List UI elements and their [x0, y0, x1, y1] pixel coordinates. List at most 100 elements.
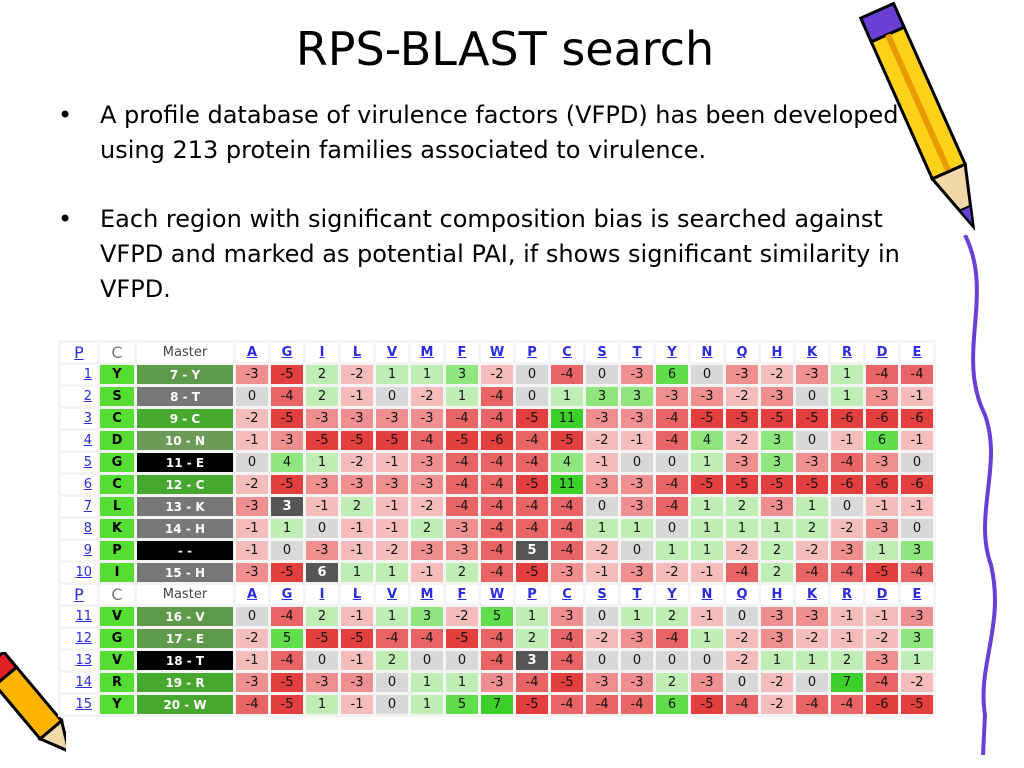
amino-acid-header-link[interactable]: Y — [656, 343, 688, 362]
score-cell: -4 — [901, 563, 933, 582]
amino-acid-header-link[interactable]: V — [376, 343, 408, 362]
score-cell: 0 — [586, 607, 618, 626]
amino-acid-header-link[interactable]: C — [551, 585, 583, 604]
position-link[interactable]: 7 — [61, 497, 97, 516]
amino-acid-header-link[interactable]: S — [586, 585, 618, 604]
score-cell: 2 — [761, 563, 793, 582]
header-p-link[interactable]: P — [61, 343, 97, 362]
position-link[interactable]: 3 — [61, 409, 97, 428]
amino-acid-header-link[interactable]: W — [481, 585, 513, 604]
score-cell: -3 — [866, 387, 898, 406]
score-cell: -5 — [516, 409, 548, 428]
score-cell: -5 — [271, 695, 303, 714]
amino-acid-header-link[interactable]: Q — [726, 585, 758, 604]
score-cell: 0 — [376, 387, 408, 406]
amino-acid-header-link[interactable]: F — [446, 585, 478, 604]
position-link[interactable]: 9 — [61, 541, 97, 560]
score-cell: -3 — [866, 651, 898, 670]
position-link[interactable]: 13 — [61, 651, 97, 670]
amino-acid-header-link[interactable]: K — [796, 343, 828, 362]
score-cell: 5 — [516, 541, 548, 560]
amino-acid-header-link[interactable]: T — [621, 585, 653, 604]
score-cell: 1 — [691, 497, 723, 516]
amino-acid-header-link[interactable]: S — [586, 343, 618, 362]
score-cell: -2 — [726, 651, 758, 670]
score-cell: -3 — [481, 673, 513, 692]
amino-acid-header-link[interactable]: H — [761, 343, 793, 362]
consensus-residue: C — [100, 475, 134, 494]
position-link[interactable]: 12 — [61, 629, 97, 648]
amino-acid-header-link[interactable]: V — [376, 585, 408, 604]
amino-acid-header-link[interactable]: W — [481, 343, 513, 362]
amino-acid-header-link[interactable]: E — [901, 343, 933, 362]
amino-acid-header-link[interactable]: H — [761, 585, 793, 604]
amino-acid-header-link[interactable]: A — [236, 585, 268, 604]
header-p-link[interactable]: P — [61, 585, 97, 604]
amino-acid-header-link[interactable]: G — [271, 343, 303, 362]
amino-acid-header-link[interactable]: F — [446, 343, 478, 362]
score-cell: -2 — [236, 475, 268, 494]
score-cell: -1 — [341, 651, 373, 670]
score-cell: -6 — [901, 475, 933, 494]
amino-acid-header-link[interactable]: E — [901, 585, 933, 604]
position-link[interactable]: 5 — [61, 453, 97, 472]
score-cell: -4 — [726, 563, 758, 582]
score-cell: -4 — [656, 475, 688, 494]
score-cell: 3 — [761, 431, 793, 450]
position-link[interactable]: 2 — [61, 387, 97, 406]
score-cell: 0 — [236, 607, 268, 626]
position-link[interactable]: 6 — [61, 475, 97, 494]
amino-acid-header-link[interactable]: R — [831, 585, 863, 604]
amino-acid-header-link[interactable]: P — [516, 343, 548, 362]
score-cell: -1 — [236, 431, 268, 450]
amino-acid-header-link[interactable]: D — [866, 343, 898, 362]
score-cell: -5 — [446, 431, 478, 450]
score-cell: -3 — [761, 629, 793, 648]
amino-acid-header-link[interactable]: T — [621, 343, 653, 362]
amino-acid-header-link[interactable]: D — [866, 585, 898, 604]
amino-acid-header-link[interactable]: I — [306, 343, 338, 362]
position-link[interactable]: 1 — [61, 365, 97, 384]
amino-acid-header-link[interactable]: Q — [726, 343, 758, 362]
position-link[interactable]: 11 — [61, 607, 97, 626]
score-cell: 0 — [586, 365, 618, 384]
table-row: 15 Y 20 - W -4 -5 1 -1 0 1 5 7 -5 -4 -4 -4 6 -5 -4 -2 -4 -4-… — [61, 695, 933, 714]
score-cell: -4 — [901, 365, 933, 384]
amino-acid-header-link[interactable]: I — [306, 585, 338, 604]
amino-acid-header-link[interactable]: R — [831, 343, 863, 362]
amino-acid-header-link[interactable]: G — [271, 585, 303, 604]
pencil-clipart-icon — [858, 1, 976, 232]
score-cell: 11 — [551, 475, 583, 494]
amino-acid-header-link[interactable]: Y — [656, 585, 688, 604]
score-cell: -2 — [376, 541, 408, 560]
amino-acid-header-link[interactable]: K — [796, 585, 828, 604]
score-cell: -3 — [796, 607, 828, 626]
position-link[interactable]: 14 — [61, 673, 97, 692]
score-cell: 1 — [376, 563, 408, 582]
position-link[interactable]: 10 — [61, 563, 97, 582]
score-cell: 1 — [831, 365, 863, 384]
score-cell: 0 — [516, 387, 548, 406]
score-cell: -3 — [306, 475, 338, 494]
amino-acid-header-link[interactable]: M — [411, 585, 443, 604]
position-link[interactable]: 15 — [61, 695, 97, 714]
amino-acid-header-link[interactable]: L — [341, 343, 373, 362]
score-cell: -3 — [376, 409, 408, 428]
amino-acid-header-link[interactable]: A — [236, 343, 268, 362]
amino-acid-header-link[interactable]: L — [341, 585, 373, 604]
amino-acid-header-link[interactable]: P — [516, 585, 548, 604]
score-cell: 0 — [796, 387, 828, 406]
amino-acid-header-link[interactable]: N — [691, 585, 723, 604]
position-link[interactable]: 4 — [61, 431, 97, 450]
amino-acid-header-link[interactable]: C — [551, 343, 583, 362]
amino-acid-header-link[interactable]: M — [411, 343, 443, 362]
score-cell: 1 — [306, 695, 338, 714]
position-link[interactable]: 8 — [61, 519, 97, 538]
bullet-list: • A profile database of virulence factors… — [58, 98, 928, 341]
amino-acid-header-link[interactable]: N — [691, 343, 723, 362]
score-cell: -5 — [726, 409, 758, 428]
score-cell: 1 — [691, 453, 723, 472]
score-cell: 2 — [411, 519, 443, 538]
score-cell: -4 — [481, 629, 513, 648]
header-master: Master — [137, 343, 233, 362]
